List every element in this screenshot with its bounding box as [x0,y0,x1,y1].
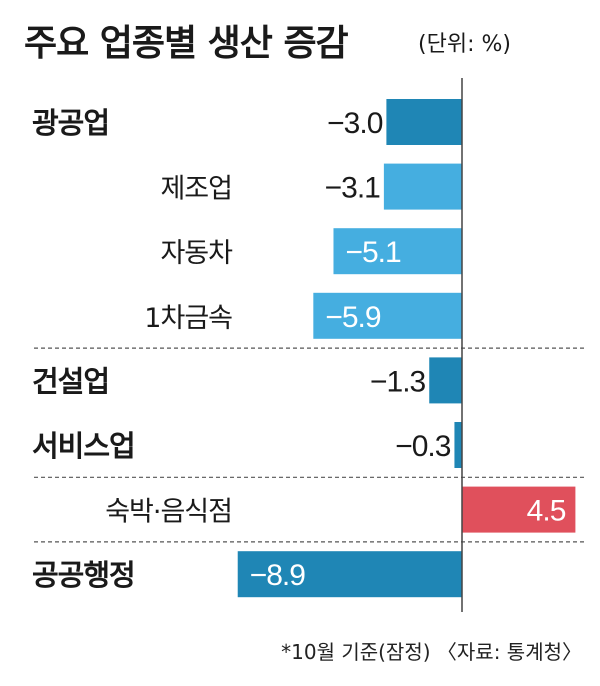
value-label-7: 4.5 [527,495,566,528]
category-label-2: 제조업 [160,174,232,205]
source-footnote: *10월 기준(잠정) 〈자료: 통계청〉 [281,640,582,664]
value-label-5: −1.3 [370,365,426,398]
bar-1 [386,99,462,145]
value-label-1: −3.0 [327,107,383,140]
bar-5 [429,357,462,404]
category-label-4: 1차금속 [144,303,232,334]
bar-7 [462,486,576,533]
bar-4 [313,292,462,339]
category-label-3: 자동차 [160,238,233,269]
value-label-6: −0.3 [395,430,451,463]
category-label-1: 광공업 [32,106,109,140]
category-label-8: 공공행정 [32,558,135,592]
category-label-6: 서비스업 [32,429,135,463]
value-label-8: −8.9 [250,559,306,592]
value-label-4: −5.9 [325,301,381,334]
value-label-3: −5.1 [345,236,401,269]
bar-6 [454,422,462,468]
value-label-2: −3.1 [325,172,381,205]
bar-2 [383,163,462,210]
unit-label: (단위: %) [418,32,511,57]
category-label-5: 건설업 [32,364,109,398]
bar-8 [237,551,462,598]
bar-3 [333,228,462,275]
category-label-7: 숙박·음식점 [105,497,232,528]
chart-title: 주요 업종별 생산 증감 [24,23,349,64]
